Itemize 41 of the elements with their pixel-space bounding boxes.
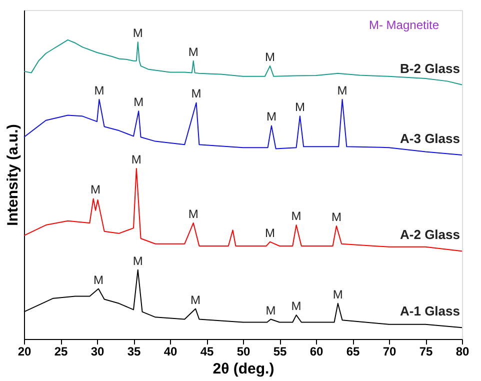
x-tick-label: 70: [382, 344, 396, 358]
y-axis-title: Intensity (a.u.): [4, 124, 22, 226]
x-tick-label: 20: [18, 344, 32, 358]
annotation: M: [188, 206, 198, 221]
annotation: M: [294, 100, 305, 114]
annotation: M: [266, 110, 276, 124]
x-tick-label: 50: [236, 344, 250, 358]
series-label: A-2 Glass: [400, 227, 460, 242]
annotation: M: [94, 83, 104, 98]
series-label: A-3 Glass: [400, 131, 460, 146]
x-tick-label: 60: [310, 344, 324, 358]
annotation: M: [132, 254, 143, 268]
annotation: M: [331, 210, 342, 224]
x-tick-label: 25: [54, 344, 68, 358]
annotation: M: [190, 292, 201, 307]
annotation: M: [291, 299, 302, 314]
annotation: M: [337, 83, 348, 98]
x-tick-label: 35: [127, 344, 141, 358]
annotation: M: [332, 287, 343, 302]
series-label: B-2 Glass: [400, 60, 460, 76]
x-tick-label: 75: [419, 344, 433, 358]
annotation: M: [291, 209, 302, 224]
annotation: M: [191, 86, 202, 101]
x-tick-label: 30: [90, 344, 104, 358]
text: M- Magnetite: [368, 18, 440, 32]
series-label: A-1 Glass: [400, 304, 460, 319]
x-axis-title: 2θ (deg.): [212, 360, 274, 378]
annotation: M: [134, 95, 144, 110]
x-tick-label: 45: [200, 344, 214, 358]
annotation: M: [131, 152, 142, 167]
annotation: M: [265, 226, 276, 240]
annotation: M: [90, 182, 101, 197]
annotation: M: [93, 272, 104, 287]
x-tick-label: 80: [456, 344, 470, 358]
annotation: M: [132, 26, 143, 40]
x-tick-label: 40: [164, 344, 178, 358]
annotation: M: [266, 303, 276, 318]
annotation: M: [265, 50, 276, 64]
x-tick-label: 55: [273, 344, 287, 358]
x-tick-label: 65: [346, 344, 360, 358]
annotation: M: [188, 44, 198, 59]
